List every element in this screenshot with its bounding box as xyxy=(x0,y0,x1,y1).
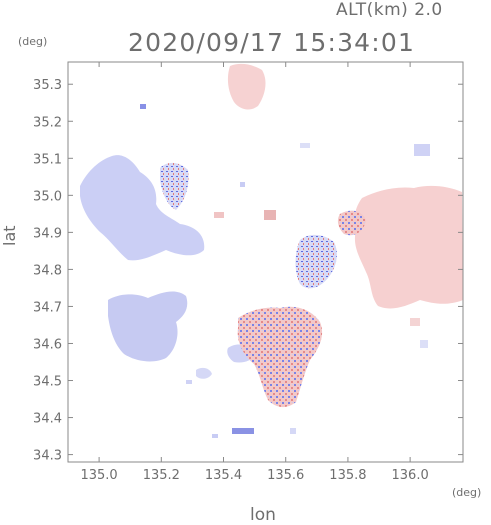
echo-region-nw xyxy=(80,155,205,261)
x-tick-label: 135.4 xyxy=(205,468,242,483)
echo-fragment xyxy=(290,428,296,434)
echo-fragment xyxy=(300,143,310,148)
y-tick-label: 35.3 xyxy=(33,78,62,93)
echo-region-east-red xyxy=(354,185,463,309)
y-tick-label: 34.3 xyxy=(33,449,62,464)
x-tick-label: 135.2 xyxy=(143,468,180,483)
echo-field xyxy=(80,63,463,438)
echo-fragment xyxy=(414,144,430,156)
x-axis-ticks: 135.0 135.2 135.4 135.6 135.8 136.0 xyxy=(80,62,429,483)
echo-region-mid xyxy=(295,234,337,289)
echo-fragment xyxy=(420,340,428,348)
y-tick-label: 34.7 xyxy=(33,300,62,315)
y-tick-label: 34.6 xyxy=(33,337,62,352)
y-tick-label: 34.8 xyxy=(33,263,62,278)
echo-region-north-red xyxy=(227,63,266,110)
echo-fragment xyxy=(186,380,192,384)
echo-region-sw xyxy=(108,291,188,362)
x-tick-label: 135.0 xyxy=(80,468,117,483)
echo-region-central xyxy=(237,306,323,408)
echo-region-north-speck xyxy=(160,162,189,210)
echo-fragment xyxy=(410,318,420,326)
echo-region-ne-speck xyxy=(337,210,366,236)
x-tick-label: 135.8 xyxy=(329,468,366,483)
y-tick-label: 35.0 xyxy=(33,189,62,204)
y-axis-ticks: 35.3 35.2 35.1 35.0 34.9 34.8 34.7 34.6 34.5 34.4… xyxy=(33,78,463,464)
echo-fragment xyxy=(240,182,245,187)
y-tick-label: 35.1 xyxy=(33,152,62,167)
plot-border xyxy=(67,61,464,463)
y-tick-label: 34.9 xyxy=(33,226,62,241)
altitude-label: ALT(km) 2.0 xyxy=(336,0,443,20)
x-unit-label: (deg) xyxy=(452,486,482,499)
timestamp-title: 2020/09/17 15:34:01 xyxy=(128,28,416,57)
echo-fragment xyxy=(264,210,276,220)
echo-fragment xyxy=(140,104,146,109)
echo-region-south-blue-2 xyxy=(196,367,212,379)
y-tick-label: 34.5 xyxy=(33,375,62,390)
echo-fragment xyxy=(232,428,254,434)
y-tick-label: 34.4 xyxy=(33,412,62,427)
x-tick-label: 136.0 xyxy=(392,468,429,483)
echo-fragment xyxy=(214,212,224,218)
y-unit-label: (deg) xyxy=(18,35,48,48)
plot-frame xyxy=(67,61,464,463)
x-tick-label: 135.6 xyxy=(267,468,304,483)
echo-fragment xyxy=(212,434,218,438)
x-axis-label: lon xyxy=(250,505,276,525)
y-tick-label: 35.2 xyxy=(33,115,62,130)
